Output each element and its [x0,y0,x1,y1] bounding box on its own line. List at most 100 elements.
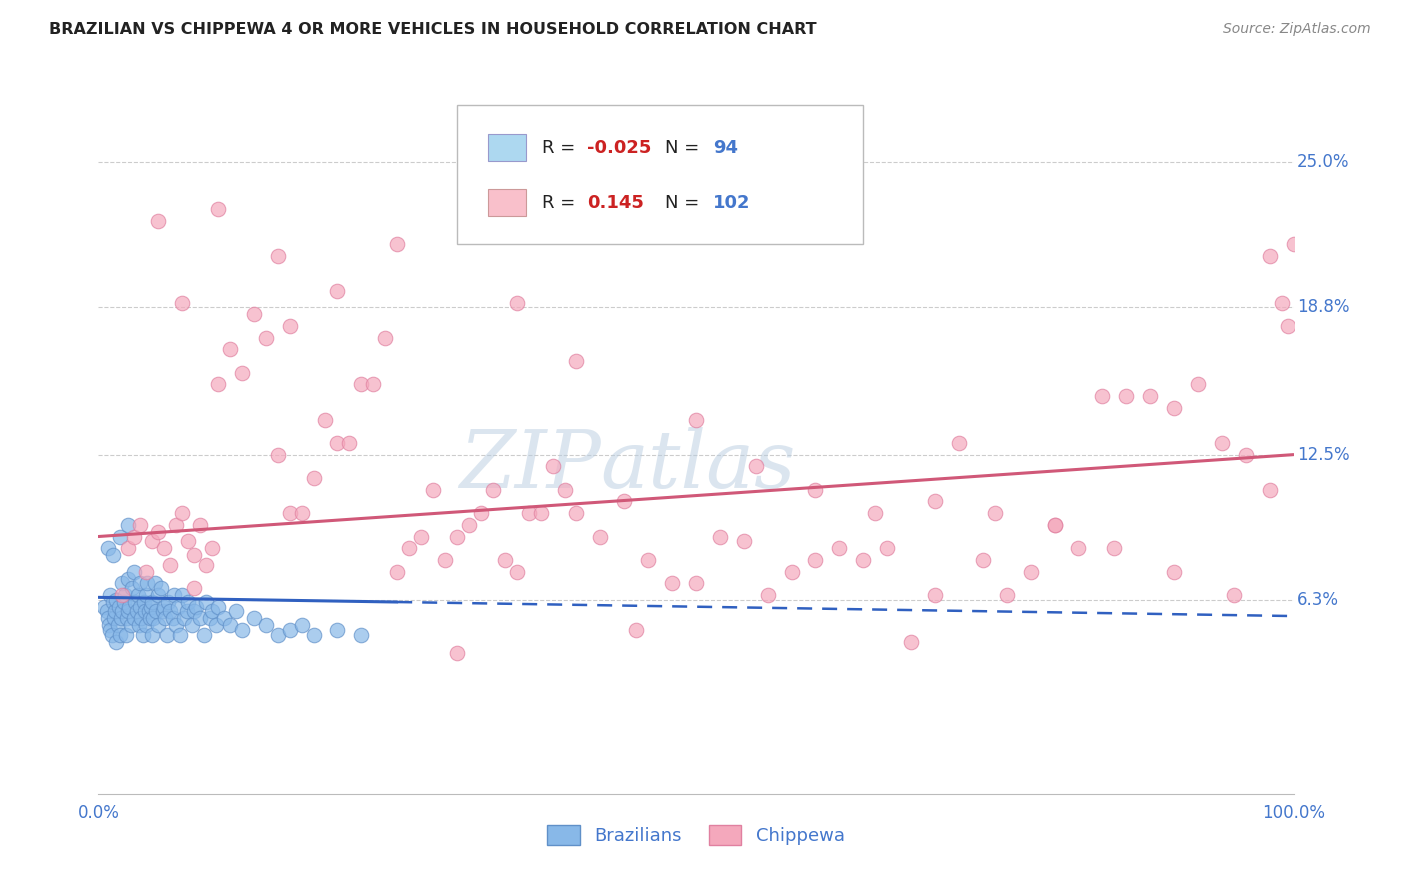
Point [225,604,247,618]
Point [201,604,224,618]
Point [530,506,553,520]
Point [828,541,851,556]
Point [103,611,125,625]
Point [554,483,576,497]
Point [1043,517,1066,532]
Text: N =: N = [665,194,704,211]
Text: R =: R = [541,139,581,157]
Point [900,635,922,649]
Point [100,628,122,642]
Point [108,628,131,642]
Point [1187,377,1209,392]
Point [1163,401,1185,415]
Point [105,592,128,607]
Point [733,534,755,549]
Point [97,541,120,556]
Point [243,611,266,625]
Point [177,534,200,549]
Point [1139,389,1161,403]
Point [924,588,946,602]
Point [118,599,141,614]
Point [1091,389,1114,403]
Point [411,529,433,543]
Point [142,611,165,625]
Point [145,604,167,618]
Point [156,595,179,609]
Point [398,541,420,556]
Point [120,618,142,632]
Point [96,604,118,618]
Point [470,506,492,520]
Point [541,459,564,474]
Point [159,604,181,618]
Point [98,618,121,632]
Point [804,483,827,497]
Point [1067,541,1090,556]
Point [984,506,1007,520]
Text: BRAZILIAN VS CHIPPEWA 4 OR MORE VEHICLES IN HOUSEHOLD CORRELATION CHART: BRAZILIAN VS CHIPPEWA 4 OR MORE VEHICLES… [49,22,817,37]
Text: -0.025: -0.025 [588,139,651,157]
Point [780,565,803,579]
Point [186,599,208,614]
Point [207,599,229,614]
Point [458,517,481,532]
Point [589,529,612,543]
Point [111,588,134,602]
Point [1019,565,1042,579]
Point [267,628,290,642]
Point [188,611,211,625]
Point [125,604,148,618]
Point [1277,318,1299,333]
Text: 94: 94 [713,139,738,157]
Point [1271,295,1294,310]
Point [135,618,157,632]
Point [278,318,301,333]
Point [155,611,177,625]
Point [1234,448,1257,462]
Point [363,377,385,392]
Point [162,611,184,625]
Point [167,599,190,614]
Point [159,558,181,572]
Text: 0.145: 0.145 [588,194,644,211]
Point [193,628,215,642]
Point [134,604,156,618]
Point [180,618,202,632]
Point [626,623,648,637]
Point [374,331,396,345]
Point [117,517,139,532]
Point [195,595,218,609]
Point [1223,588,1246,602]
Point [98,588,122,602]
Point [948,436,970,450]
Point [207,377,229,392]
Point [114,588,136,602]
Point [115,628,138,642]
Point [135,565,157,579]
Point [148,524,170,539]
Point [101,595,124,609]
Point [481,483,505,497]
Point [1258,483,1281,497]
Point [148,618,170,632]
Point [111,576,134,591]
Point [112,595,135,609]
Point [105,635,128,649]
Point [326,284,349,298]
Point [129,576,152,591]
Point [135,588,157,602]
Point [165,618,187,632]
Point [613,494,636,508]
Point [124,611,146,625]
Point [1043,517,1066,532]
Point [163,588,186,602]
Point [101,548,124,562]
Point [924,494,946,508]
Point [326,623,349,637]
Point [422,483,444,497]
Point [124,595,146,609]
Point [132,595,155,609]
Point [291,618,314,632]
Point [141,534,163,549]
Point [183,548,205,562]
